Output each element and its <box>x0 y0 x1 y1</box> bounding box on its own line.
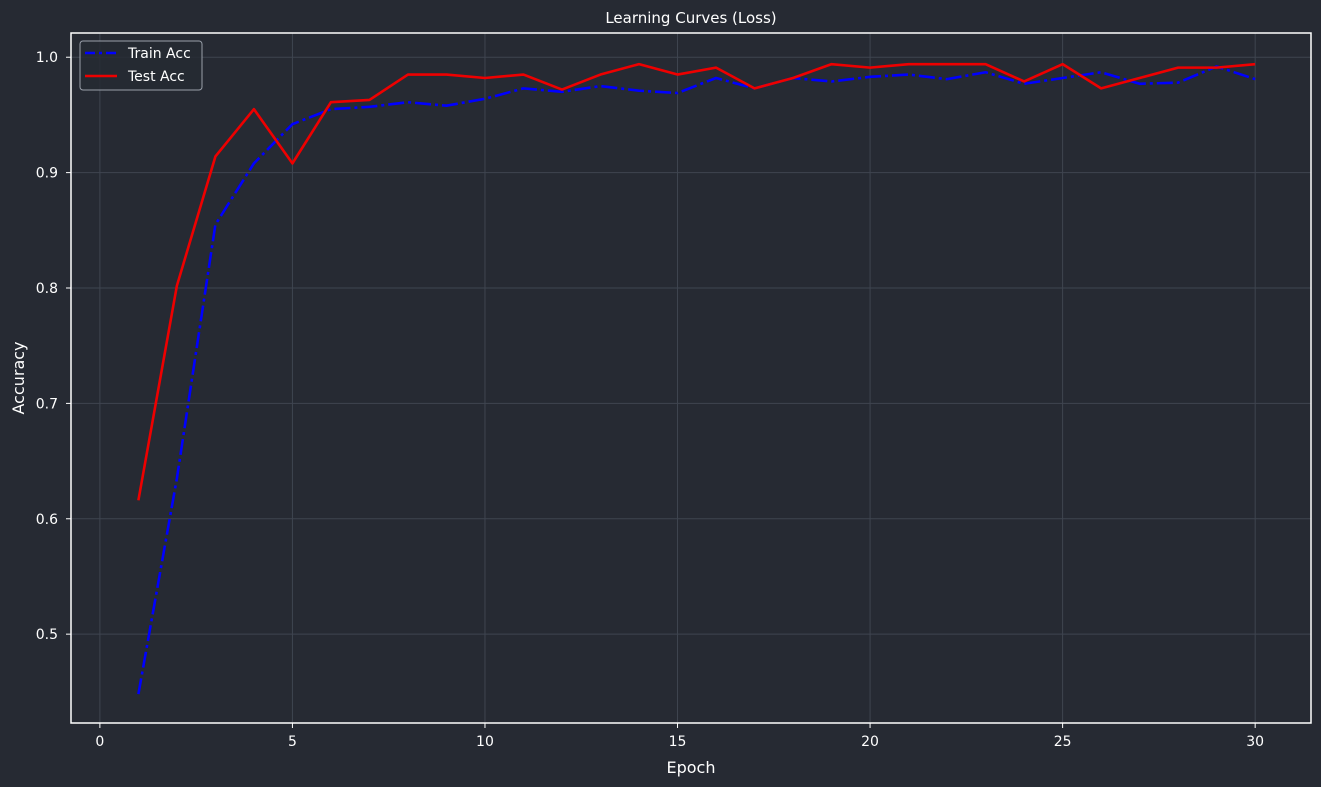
legend-label: Train Acc <box>127 46 191 62</box>
plot-lines <box>137 62 1256 695</box>
y-tick-label: 1.0 <box>36 50 58 66</box>
x-tick-label: 0 <box>95 734 104 750</box>
y-tick-label: 0.5 <box>36 627 58 643</box>
y-tick-label: 0.9 <box>36 166 58 182</box>
x-tick-label: 30 <box>1246 734 1264 750</box>
x-axis-label: Epoch <box>667 758 716 777</box>
y-axis-label: Accuracy <box>9 341 28 414</box>
legend-label: Test Acc <box>127 69 185 85</box>
x-tick-label: 25 <box>1054 734 1072 750</box>
ticks: 0 5 10 15 20 25 30 0.5 0.6 0.7 0.8 0.9 1.0 <box>36 50 1264 750</box>
plot-frame <box>70 32 1312 724</box>
legend: Train Acc Test Acc <box>79 40 203 91</box>
x-tick-label: 20 <box>861 734 879 750</box>
y-tick-label: 0.8 <box>36 281 58 297</box>
x-tick-label: 5 <box>288 734 297 750</box>
x-tick-label: 15 <box>669 734 687 750</box>
grid <box>71 33 1311 723</box>
y-tick-label: 0.6 <box>36 512 58 528</box>
series-line-test-acc <box>137 62 1256 501</box>
x-tick-label: 10 <box>476 734 494 750</box>
chart-title: Learning Curves (Loss) <box>605 9 776 27</box>
y-tick-label: 0.7 <box>36 396 58 412</box>
